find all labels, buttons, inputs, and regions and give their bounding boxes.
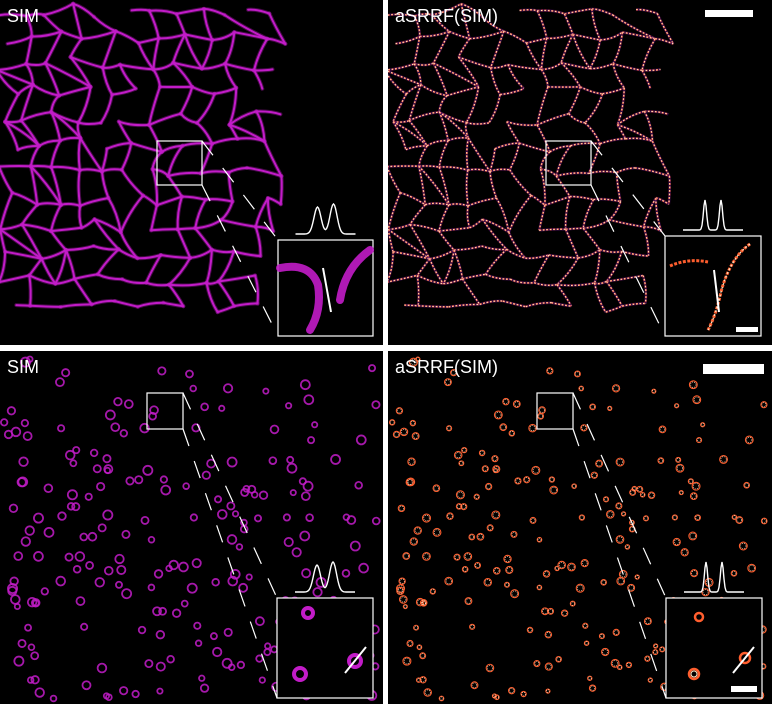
panel-asrrf-network: aSRRF(SIM) (388, 0, 772, 345)
panel-label: aSRRF(SIM) (395, 357, 498, 377)
intensity-profile-plot (684, 561, 744, 593)
micrograph-asrrf-vesicles (388, 356, 768, 702)
inset-scale-bar (736, 327, 758, 332)
panel-label: SIM (7, 6, 40, 26)
micrograph-asrrf-network (388, 2, 762, 337)
scale-bar (705, 10, 753, 17)
zoom-annotation (536, 392, 763, 699)
inset-scale-bar (731, 686, 757, 692)
panel-label: aSRRF(SIM) (395, 6, 498, 26)
intensity-profile-plot (683, 199, 743, 231)
micrograph-sim-vesicles (0, 355, 381, 703)
micrograph-sim-network (0, 1, 374, 337)
zoom-annotation (156, 140, 374, 337)
zoom-annotation (146, 392, 374, 699)
intensity-profile-plot (295, 202, 356, 235)
panel-sim-vesicles: SIM (0, 351, 383, 704)
scale-bar (703, 364, 764, 374)
panel-sim-network: SIM (0, 0, 383, 345)
panel-asrrf-vesicles: aSRRF(SIM) (388, 351, 772, 704)
intensity-profile-plot (295, 560, 355, 593)
panel-label: SIM (7, 357, 40, 377)
zoom-annotation (545, 140, 762, 337)
